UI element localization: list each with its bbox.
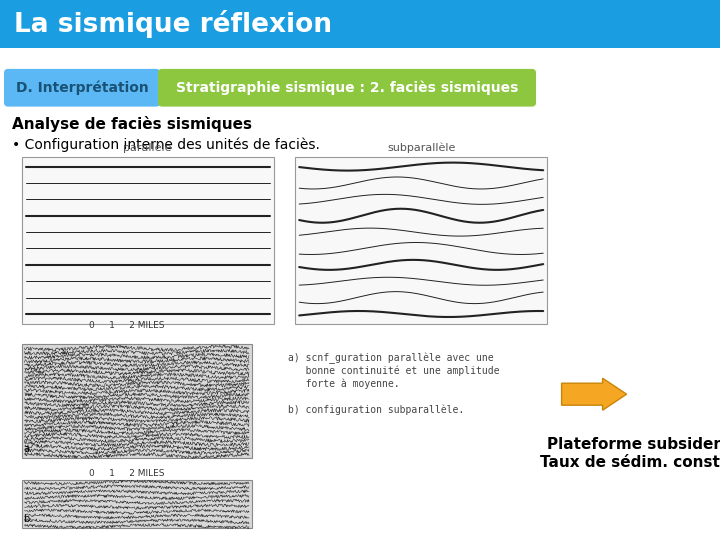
FancyArrow shape — [562, 378, 626, 410]
Text: b.: b. — [24, 514, 33, 524]
Text: parallèle: parallèle — [123, 142, 172, 153]
Text: forte à moyenne.: forte à moyenne. — [288, 378, 400, 389]
Text: a.: a. — [24, 443, 32, 454]
Text: La sismique réflexion: La sismique réflexion — [14, 10, 332, 38]
Text: Analyse de faciès sismiques: Analyse de faciès sismiques — [12, 116, 252, 132]
Text: 0     1     2 MILES: 0 1 2 MILES — [89, 469, 165, 477]
FancyBboxPatch shape — [22, 344, 252, 457]
Text: D. Interprétation: D. Interprétation — [16, 80, 148, 95]
Text: bonne continuité et une amplitude: bonne continuité et une amplitude — [288, 365, 500, 376]
Text: Plateforme subsidente: Plateforme subsidente — [547, 437, 720, 453]
Text: a) scnf_guration parallèle avec une: a) scnf_guration parallèle avec une — [288, 352, 494, 363]
Text: subparallèle: subparallèle — [387, 142, 455, 153]
Text: Stratigraphie sismique : 2. faciès sismiques: Stratigraphie sismique : 2. faciès sismi… — [176, 80, 518, 95]
FancyBboxPatch shape — [22, 480, 252, 528]
FancyBboxPatch shape — [0, 0, 720, 48]
Text: 0     1     2 MILES: 0 1 2 MILES — [89, 321, 165, 330]
Text: b) configuration subparallèle.: b) configuration subparallèle. — [288, 404, 464, 415]
Text: • Configuration interne des unités de faciès.: • Configuration interne des unités de fa… — [12, 138, 320, 152]
Text: Taux de sédim. constant: Taux de sédim. constant — [540, 455, 720, 470]
FancyBboxPatch shape — [158, 69, 536, 106]
FancyBboxPatch shape — [4, 69, 160, 106]
FancyBboxPatch shape — [22, 157, 274, 324]
FancyBboxPatch shape — [295, 157, 547, 324]
